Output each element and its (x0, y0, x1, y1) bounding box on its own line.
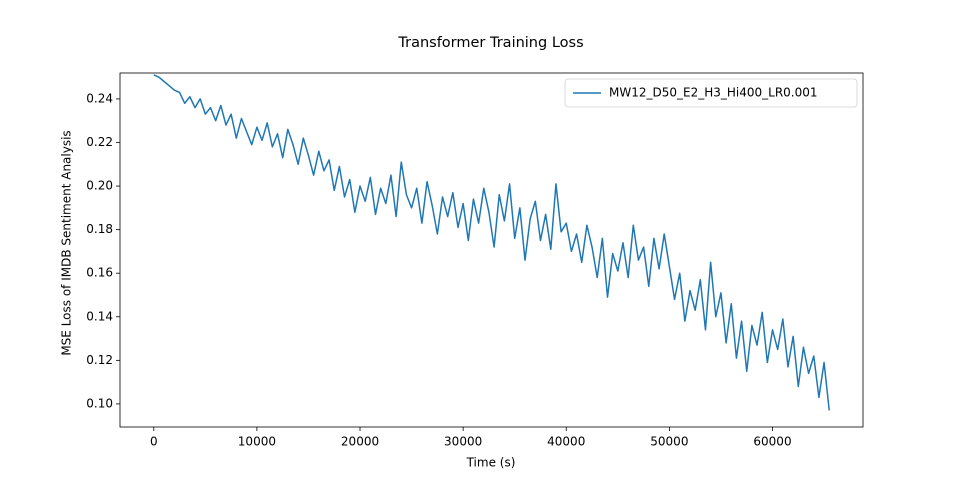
y-tick-label: 0.18 (86, 222, 113, 236)
y-tick-label: 0.20 (86, 179, 113, 193)
x-tick-label: 0 (150, 435, 158, 449)
plot-frame (119, 72, 864, 428)
y-tick-label: 0.22 (86, 135, 113, 149)
x-tick-label: 50000 (650, 435, 688, 449)
data-line (153, 74, 830, 411)
y-tick-label: 0.10 (86, 396, 113, 410)
y-tick-label: 0.24 (86, 91, 113, 105)
x-tick-label: 30000 (444, 435, 482, 449)
y-tick-label: 0.16 (86, 266, 113, 280)
x-axis-label: Time (s) (466, 456, 516, 470)
legend-box (564, 78, 858, 108)
x-tick-label: 20000 (341, 435, 379, 449)
legend-label: MW12_D50_E2_H3_Hi400_LR0.001 (609, 86, 818, 100)
legend: MW12_D50_E2_H3_Hi400_LR0.001 (564, 78, 858, 108)
x-tick-label: 10000 (238, 435, 276, 449)
y-tick-label: 0.12 (86, 353, 113, 367)
x-tick-label: 40000 (547, 435, 585, 449)
chart-title: Transformer Training Loss (397, 35, 583, 51)
y-tick-label: 0.14 (86, 309, 113, 323)
x-tick-label: 60000 (753, 435, 791, 449)
y-axis-label: MSE Loss of IMDB Sentiment Analysis (60, 130, 74, 355)
